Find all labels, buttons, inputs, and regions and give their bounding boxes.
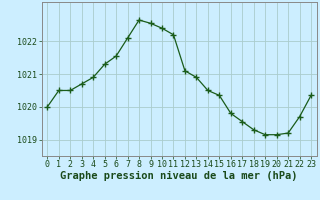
X-axis label: Graphe pression niveau de la mer (hPa): Graphe pression niveau de la mer (hPa)	[60, 171, 298, 181]
